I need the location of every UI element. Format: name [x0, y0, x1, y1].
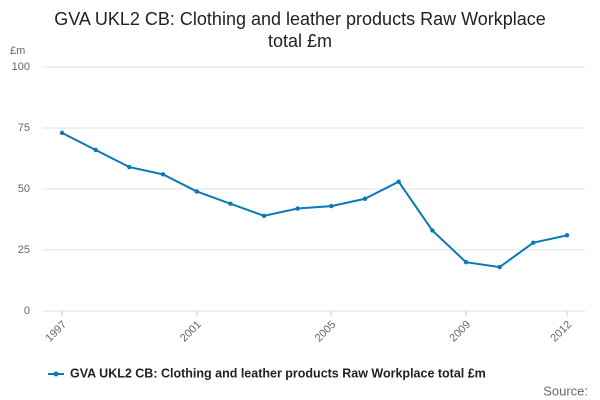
x-tick-label: 2005 [313, 319, 339, 345]
y-tick-label: 50 [18, 183, 30, 195]
point [160, 172, 166, 177]
point [127, 164, 132, 170]
point [295, 206, 300, 211]
point [228, 201, 233, 206]
y-tick-label: 100 [12, 61, 30, 73]
legend-label: GVA UKL2 CB: Clothing and leather produc… [70, 366, 486, 380]
x-tick-label: 2012 [548, 319, 574, 345]
point [396, 179, 401, 184]
point [329, 203, 334, 209]
point [497, 264, 502, 270]
point [93, 147, 98, 153]
legend-marker [53, 371, 59, 377]
point [59, 130, 65, 136]
y-tick-label: 75 [18, 122, 30, 134]
point [463, 260, 469, 265]
y-axis-label: £m [10, 45, 25, 57]
point [261, 213, 267, 219]
line [61, 131, 568, 269]
point [564, 233, 570, 238]
point [194, 189, 199, 194]
source: Source: [543, 383, 588, 398]
chart-title: GVA UKL2 CB: Clothing and leather produc… [54, 9, 546, 51]
y-tick-label: 0 [24, 305, 30, 317]
x-tick-label: 1997 [43, 319, 69, 345]
x-tick-label: 2001 [178, 319, 204, 345]
x-tick-label: 2009 [447, 319, 473, 345]
y-tick-label: 25 [18, 244, 30, 256]
point [362, 196, 368, 201]
point [430, 228, 435, 233]
point [531, 240, 536, 245]
